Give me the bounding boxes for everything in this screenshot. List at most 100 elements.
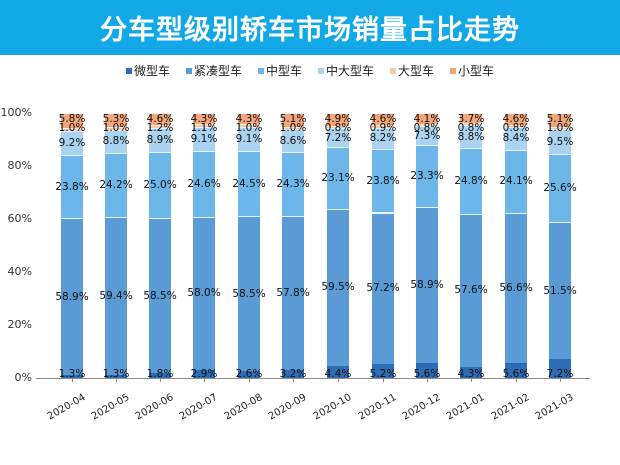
bar-2020-12 <box>416 113 438 378</box>
bar-segment <box>372 127 394 150</box>
y-tick-label: 40% <box>7 265 32 278</box>
legend-swatch <box>450 67 457 74</box>
data-label: 4.3% <box>457 367 485 380</box>
data-label: 25.6% <box>543 182 577 195</box>
legend-item: 微型车 <box>125 62 170 79</box>
data-label: 5.3% <box>102 112 130 125</box>
bar-segment <box>105 113 127 128</box>
data-label: 8.9% <box>146 133 174 146</box>
bar-2020-11 <box>372 113 394 378</box>
x-tick-label: 2020-07 <box>177 392 220 423</box>
data-label: 24.3% <box>276 177 310 190</box>
x-tick-mark <box>560 378 561 382</box>
legend-label: 中型车 <box>265 64 302 78</box>
data-label: 24.1% <box>499 175 533 188</box>
data-label: 1.0% <box>279 121 307 134</box>
x-tick-mark <box>249 378 250 382</box>
bar-segment <box>416 123 438 126</box>
bar-segment <box>549 113 571 127</box>
data-label: 3.7% <box>457 112 485 125</box>
data-label: 4.4% <box>324 367 352 380</box>
data-label: 8.2% <box>369 132 397 145</box>
data-label: 1.0% <box>235 121 263 134</box>
bar-segment <box>505 127 527 150</box>
data-label: 59.4% <box>99 289 133 302</box>
data-label: 1.1% <box>190 121 218 134</box>
legend-label: 紧凑型车 <box>193 64 242 78</box>
x-tick-mark <box>516 378 517 382</box>
data-label: 57.6% <box>454 284 488 297</box>
legend-label: 中大型车 <box>326 64 375 78</box>
bar-segment <box>460 113 482 123</box>
data-label: 9.5% <box>546 135 574 148</box>
bar-segment <box>327 147 349 209</box>
bar-segment <box>460 122 482 125</box>
data-label: 8.8% <box>457 130 485 143</box>
chart-title-banner: 分车型级别轿车市场销量占比走势 <box>0 0 620 55</box>
bar-segment <box>416 207 438 364</box>
data-label: 1.0% <box>102 121 130 134</box>
data-label: 4.9% <box>324 112 352 125</box>
bar-segment <box>282 216 304 370</box>
bar-2020-07 <box>193 113 215 378</box>
bar-segment <box>505 113 527 126</box>
data-label: 1.0% <box>58 121 86 134</box>
data-label: 8.4% <box>502 132 530 145</box>
legend-swatch <box>257 67 264 74</box>
bar-segment <box>460 213 482 367</box>
data-label: 0.8% <box>324 121 352 134</box>
bar-2021-02 <box>505 113 527 378</box>
data-label: 59.5% <box>321 281 355 294</box>
data-label: 24.5% <box>232 177 266 190</box>
bar-segment <box>61 128 83 132</box>
x-tick-mark <box>471 378 472 382</box>
bar-2021-01 <box>460 113 482 378</box>
data-label: 58.5% <box>143 289 177 302</box>
bar-segment <box>105 374 127 378</box>
y-tick-label: 80% <box>7 159 32 172</box>
x-tick-mark <box>204 378 205 382</box>
y-tick-label: 100% <box>0 106 32 119</box>
x-tick-label: 2020-12 <box>400 392 443 423</box>
x-tick-label: 2020-10 <box>311 392 354 423</box>
bar-segment <box>238 371 260 378</box>
data-label: 5.6% <box>502 367 530 380</box>
bar-segment <box>238 113 260 125</box>
bar-segment <box>149 113 171 126</box>
data-label: 0.8% <box>457 121 485 134</box>
bar-segment <box>372 125 394 128</box>
bar-segment <box>505 149 527 214</box>
data-label: 24.8% <box>454 174 488 187</box>
bar-segment <box>105 217 127 375</box>
data-label: 8.6% <box>279 134 307 147</box>
data-label: 5.6% <box>413 367 441 380</box>
data-label: 1.8% <box>146 367 174 380</box>
legend-label: 小型车 <box>458 64 495 78</box>
x-tick-label: 2020-04 <box>45 392 88 423</box>
bar-2020-05 <box>105 113 127 378</box>
bar-segment <box>372 364 394 378</box>
data-label: 0.9% <box>369 121 397 134</box>
legend-item: 中型车 <box>257 62 302 79</box>
x-tick-mark <box>383 378 384 382</box>
data-label: 57.2% <box>366 282 400 295</box>
data-label: 23.8% <box>55 180 89 193</box>
bar-2020-10 <box>327 113 349 378</box>
data-label: 7.3% <box>413 129 441 142</box>
bar-2020-09 <box>282 113 304 378</box>
data-label: 8.8% <box>102 135 130 148</box>
bar-segment <box>149 151 171 219</box>
bar-2021-03 <box>549 113 571 378</box>
data-label: 57.8% <box>276 286 310 299</box>
bar-segment <box>105 129 127 154</box>
x-tick-label: 2021-03 <box>533 392 576 423</box>
legend-swatch <box>185 67 192 74</box>
x-tick-label: 2020-06 <box>133 392 176 423</box>
bar-segment <box>61 218 83 375</box>
bar-segment <box>416 145 438 208</box>
bar-segment <box>282 113 304 127</box>
bar-segment <box>193 370 215 378</box>
data-label: 23.1% <box>321 171 355 184</box>
data-label: 7.2% <box>324 131 352 144</box>
